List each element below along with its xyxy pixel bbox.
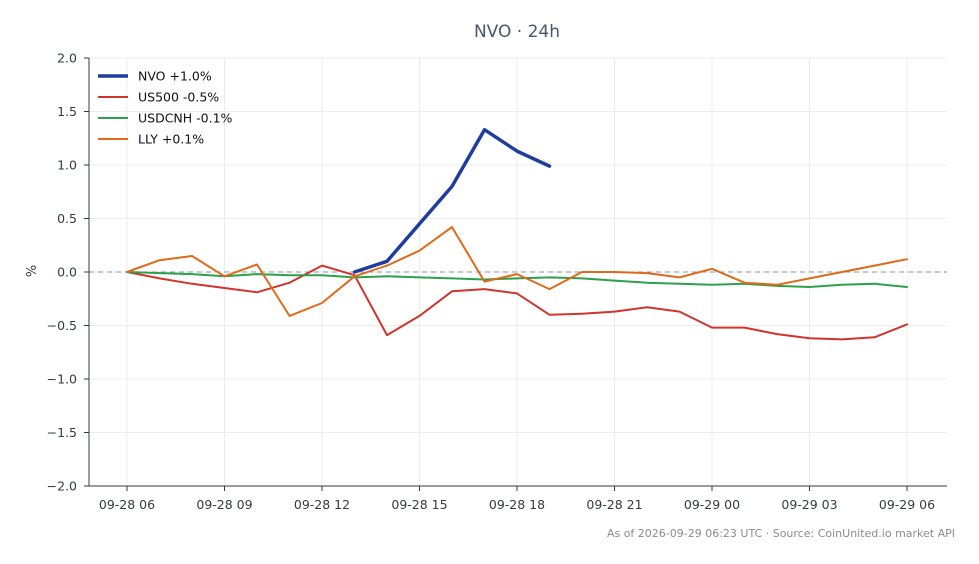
x-tick-label: 09-29 06 [879,497,935,512]
y-tick-label: −1.5 [47,425,77,440]
chart-title: NVO · 24h [474,22,560,42]
y-axis-label: % [25,265,40,277]
y-axis-ticks: 2.0 1.5 1.0 0.5 0.0 −0.5 −1.0 −1.5 −2.0 [47,51,89,494]
x-tick-label: 09-28 09 [196,497,252,512]
x-tick-label: 09-28 15 [391,497,447,512]
footnote: As of 2026-09-29 06:23 UTC · Source: Coi… [607,527,955,540]
y-tick-label: 0.5 [57,211,77,226]
x-tick-label: 09-28 06 [99,497,155,512]
y-tick-label: 1.5 [57,104,77,119]
series-line-us500 [126,264,908,341]
legend-label: LLY +0.1% [138,132,204,147]
x-tick-label: 09-28 18 [489,497,545,512]
x-tick-label: 09-28 12 [294,497,350,512]
legend-label: USDCNH -0.1% [138,111,233,126]
y-tick-label: 2.0 [57,51,77,66]
series-lines [126,127,908,341]
x-axis-ticks: 09-28 06 09-28 09 09-28 12 09-28 15 09-28 18… [99,486,935,512]
series-line-usdcnh [126,271,908,288]
y-tick-label: 0.0 [57,265,77,280]
y-tick-label: −2.0 [47,479,77,494]
series-line-nvo [352,127,552,274]
legend-label: NVO +1.0% [138,69,212,84]
x-tick-label: 09-29 03 [781,497,837,512]
x-tick-label: 09-29 00 [684,497,740,512]
y-tick-label: −0.5 [47,318,77,333]
y-tick-label: −1.0 [47,372,77,387]
y-tick-label: 1.0 [57,158,77,173]
x-tick-label: 09-28 21 [586,497,642,512]
legend-label: US500 -0.5% [138,90,219,105]
series-line-lly [126,226,908,317]
legend: NVO +1.0% US500 -0.5% USDCNH -0.1% LLY +0.1… [98,69,233,147]
